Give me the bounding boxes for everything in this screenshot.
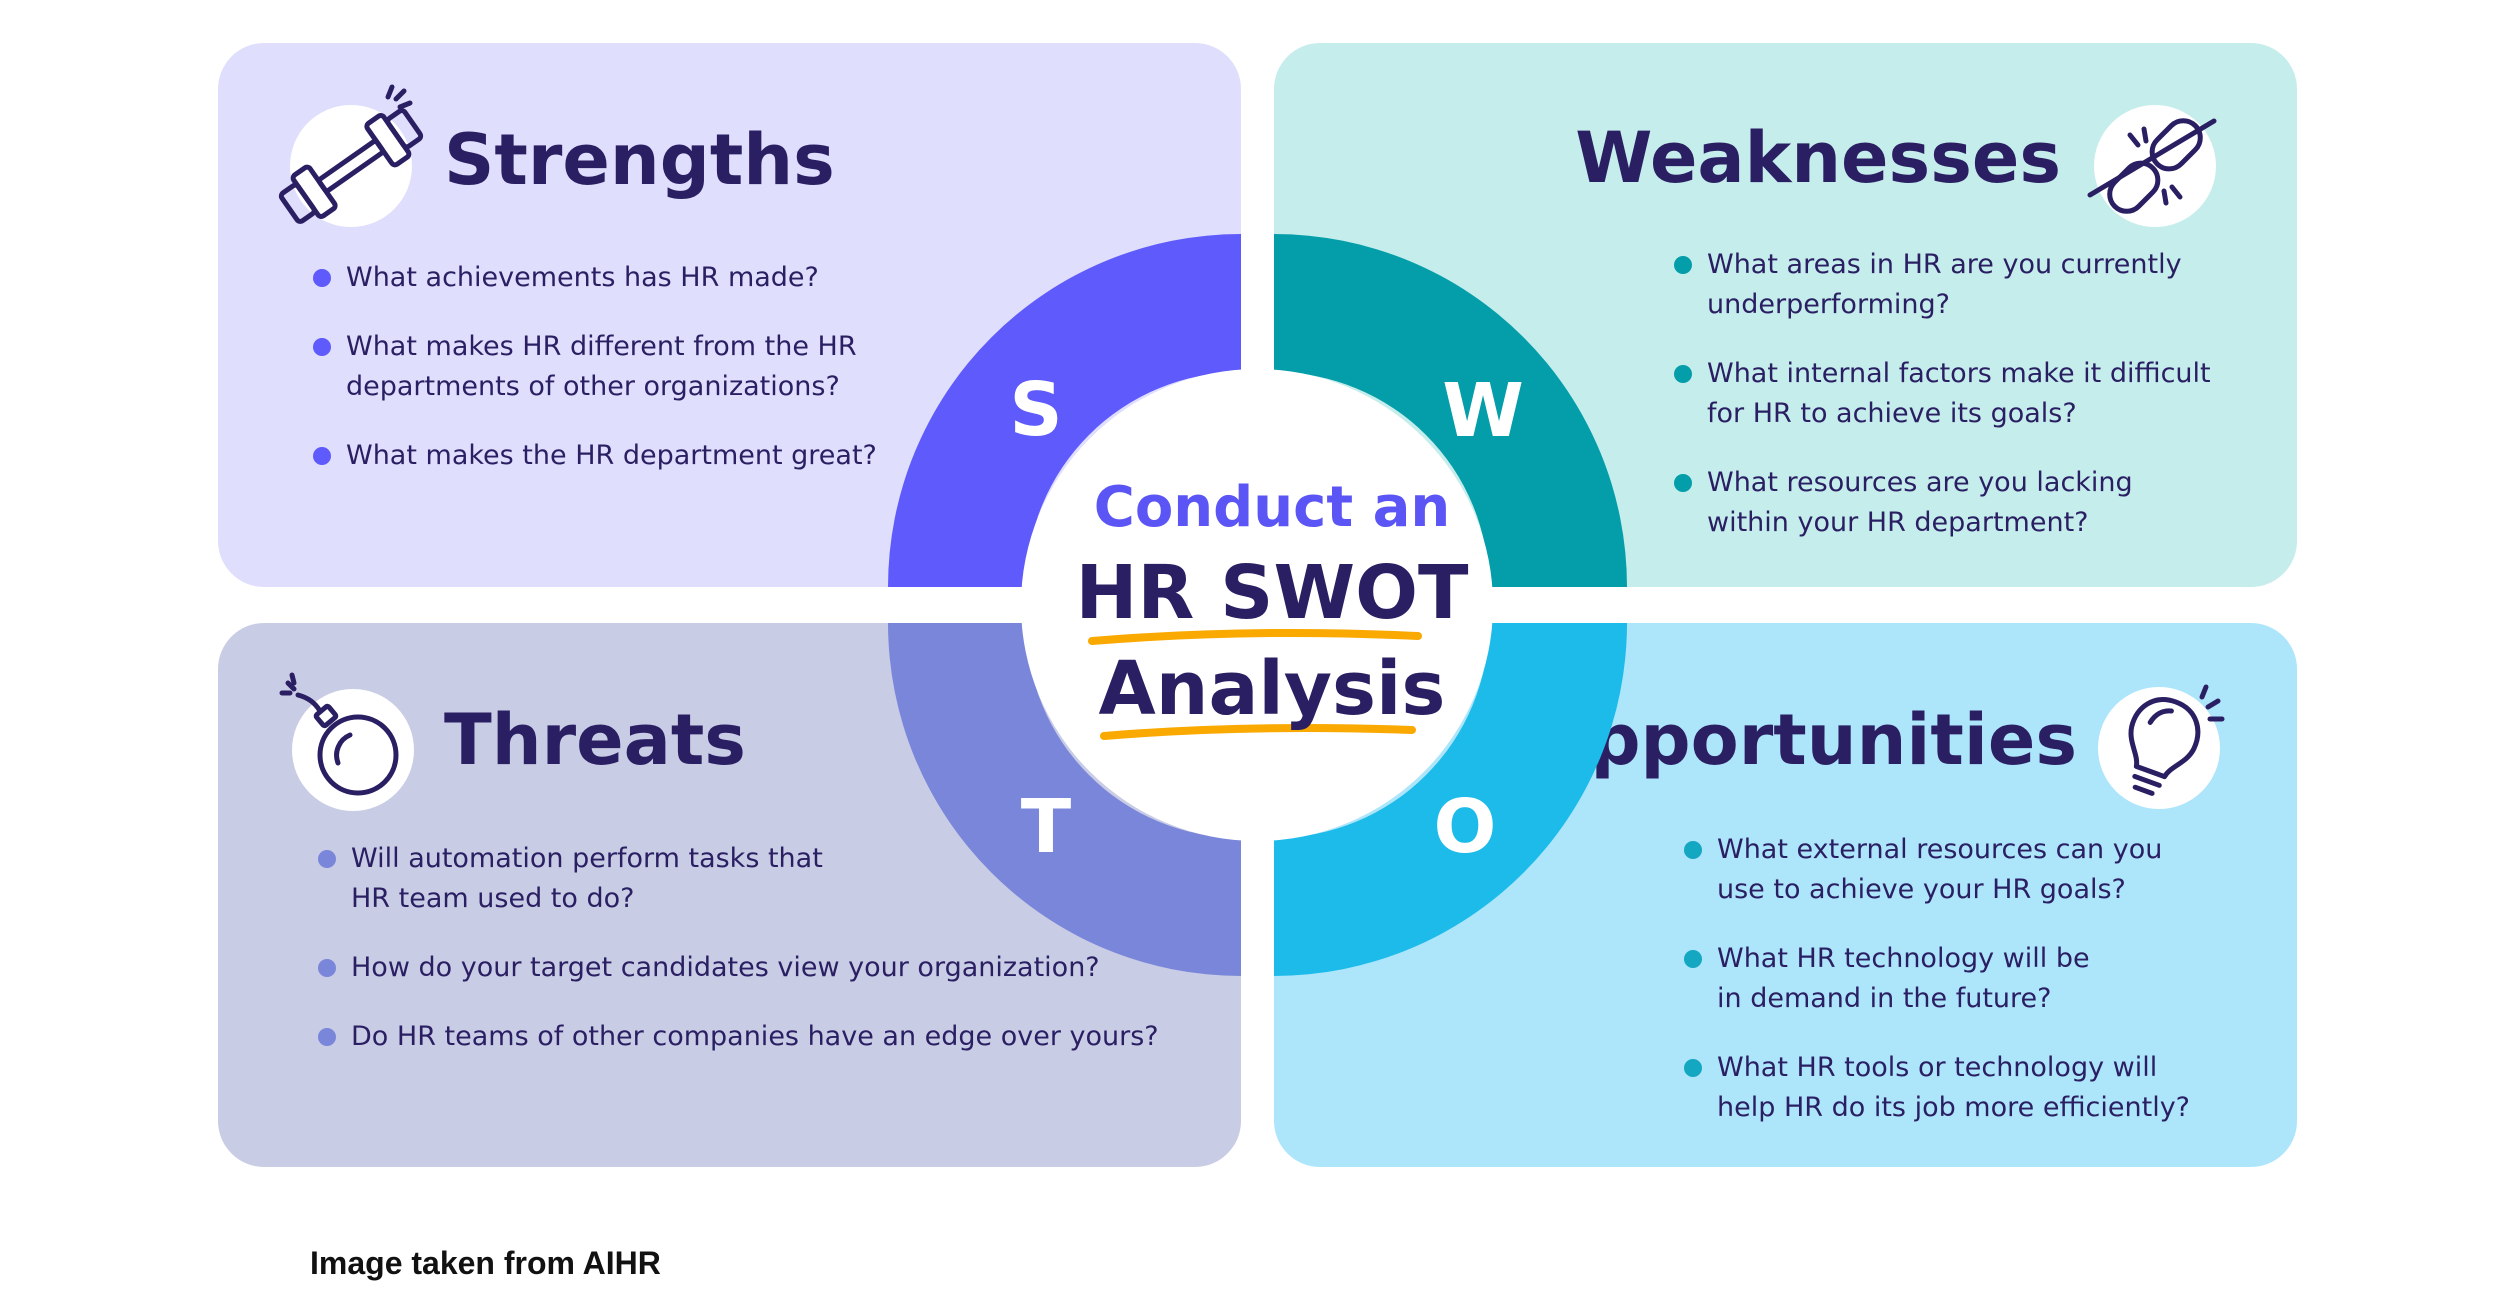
bullet-dot bbox=[313, 269, 331, 287]
lightbulb-icon bbox=[2098, 684, 2225, 809]
threats-question: Do HR teams of other companies have an e… bbox=[318, 1017, 1198, 1057]
dumbbell-icon bbox=[278, 84, 424, 227]
center-subtitle: Conduct an bbox=[1093, 475, 1451, 540]
title-underline-2 bbox=[1100, 724, 1416, 740]
weaknesses-ring-segment bbox=[1274, 234, 1627, 587]
bullet-dot bbox=[318, 1028, 336, 1046]
bullet-dot bbox=[318, 959, 336, 977]
center-title-line-1: HR SWOT bbox=[1075, 550, 1469, 636]
weaknesses-question: What resources are you lacking within yo… bbox=[1674, 463, 2274, 543]
bomb-icon bbox=[279, 672, 414, 811]
strengths-question: What makes the HR department great? bbox=[313, 436, 1193, 476]
opportunities-question: What HR tools or technology will help HR… bbox=[1684, 1048, 2284, 1128]
weaknesses-question: What areas in HR are you currently under… bbox=[1674, 245, 2274, 325]
opportunities-question: What HR technology will be in demand in … bbox=[1684, 939, 2284, 1019]
weaknesses-question-list: What areas in HR are you currently under… bbox=[1674, 245, 2274, 572]
bullet-dot bbox=[313, 447, 331, 465]
threats-question: How do your target candidates view your … bbox=[318, 948, 1198, 988]
strengths-title: Strengths bbox=[444, 119, 835, 201]
bullet-dot bbox=[1684, 950, 1702, 968]
threats-question: Will automation perform tasks that HR te… bbox=[318, 839, 1198, 919]
bullet-dot bbox=[1684, 1059, 1702, 1077]
center-title-line-2: Analysis bbox=[1098, 646, 1446, 732]
bullet-dot bbox=[1674, 365, 1692, 383]
opportunities-question-list: What external resources can you use to a… bbox=[1684, 830, 2284, 1157]
letter-t: T bbox=[1021, 784, 1072, 870]
opportunities-title: Opportunities bbox=[1530, 699, 2077, 781]
strengths-ring-segment bbox=[888, 234, 1241, 587]
title-underline-1 bbox=[1088, 628, 1422, 645]
threats-ring-segment bbox=[888, 623, 1241, 976]
letter-w: W bbox=[1442, 368, 1524, 454]
opportunities-question: What external resources can you use to a… bbox=[1684, 830, 2284, 910]
strengths-question: What achievements has HR made? bbox=[313, 258, 1193, 298]
letter-s: S bbox=[1009, 367, 1062, 453]
bullet-dot bbox=[1674, 474, 1692, 492]
strengths-question: What makes HR different from the HR depa… bbox=[313, 327, 1193, 407]
bullet-dot bbox=[313, 338, 331, 356]
strengths-question-list: What achievements has HR made? What make… bbox=[313, 258, 1193, 505]
image-caption: Image taken from AIHR bbox=[310, 1245, 661, 1281]
weaknesses-title: Weaknesses bbox=[1575, 117, 2061, 199]
bullet-dot bbox=[1674, 256, 1692, 274]
threats-question-list: Will automation perform tasks that HR te… bbox=[318, 839, 1198, 1086]
bullet-dot bbox=[1684, 841, 1702, 859]
bullet-dot bbox=[318, 850, 336, 868]
letter-o: O bbox=[1434, 784, 1497, 870]
broken-chain-icon bbox=[2087, 105, 2217, 227]
weaknesses-question: What internal factors make it difficult … bbox=[1674, 354, 2274, 434]
center-circle bbox=[1021, 369, 1493, 841]
threats-title: Threats bbox=[444, 699, 746, 781]
opportunities-ring-segment bbox=[1274, 623, 1627, 976]
